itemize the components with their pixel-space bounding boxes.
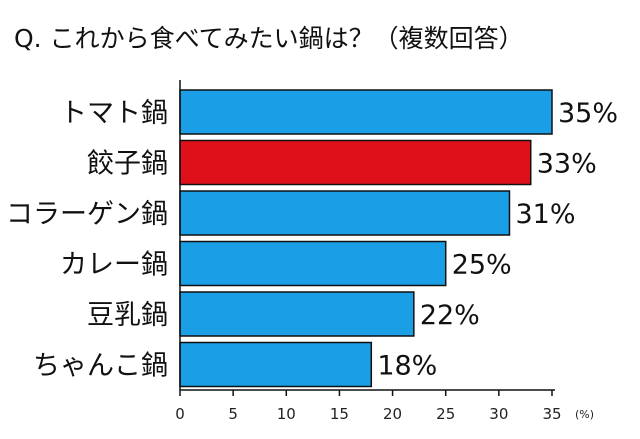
bar-2 bbox=[179, 190, 511, 236]
x-tick-label-1: 5 bbox=[228, 405, 238, 423]
bar-0 bbox=[179, 89, 553, 135]
value-label-3: 25% bbox=[452, 250, 512, 281]
x-ticks-group: 0 5 10 15 20 25 30 35 bbox=[175, 390, 562, 423]
x-tick-label-7: 35 bbox=[542, 405, 561, 423]
x-tick-label-3: 15 bbox=[330, 405, 349, 423]
bar-1 bbox=[179, 139, 532, 186]
category-label-2: コラーゲン鍋 bbox=[6, 199, 168, 230]
x-tick-label-0: 0 bbox=[175, 405, 185, 423]
x-axis-unit: (%) bbox=[575, 408, 594, 421]
x-tick-label-2: 10 bbox=[277, 405, 296, 423]
value-label-0: 35% bbox=[558, 98, 618, 129]
value-labels-group: 35% 33% 31%25% 22% 18% bbox=[377, 98, 618, 382]
category-label-4: 豆乳鍋 bbox=[87, 300, 168, 331]
value-label-1: 33% bbox=[537, 149, 597, 180]
bar-4 bbox=[179, 291, 415, 337]
chart-title: Q. これから食べてみたい鍋は？（複数回答） bbox=[14, 24, 524, 53]
x-tick-label-5: 25 bbox=[436, 405, 455, 423]
category-label-0: トマト鍋 bbox=[60, 98, 168, 129]
x-tick-label-4: 20 bbox=[383, 405, 402, 423]
category-label-1: 餃子鍋 bbox=[87, 149, 168, 180]
value-label-5: 18% bbox=[377, 351, 437, 382]
category-label-3: カレー鍋 bbox=[60, 250, 168, 281]
bar-5 bbox=[179, 341, 373, 388]
value-label-4: 22% bbox=[420, 300, 480, 331]
category-label-5: ちゃんこ鍋 bbox=[33, 351, 168, 382]
bars-group bbox=[179, 89, 553, 388]
x-tick-label-6: 30 bbox=[489, 405, 508, 423]
value-label-2: 31% bbox=[515, 199, 575, 230]
bar-3 bbox=[179, 240, 447, 287]
